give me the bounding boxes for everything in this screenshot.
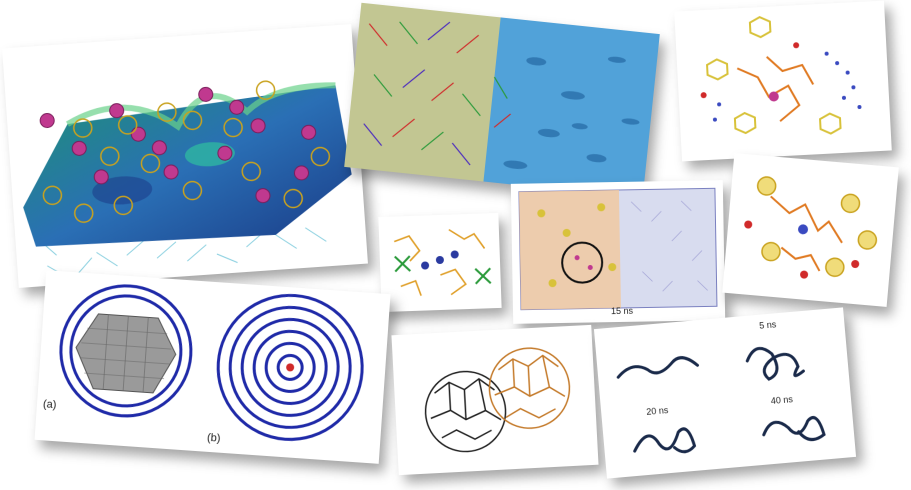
polymer-wrapping-panel: (a) (b) [34, 270, 391, 464]
peptide-cluster-image [674, 0, 892, 162]
ligand-binding-image [378, 212, 502, 313]
wrapping-label-a: (a) [42, 398, 57, 412]
fullerene-fusion-panel [391, 324, 599, 476]
peptide-cluster-panel [674, 0, 892, 162]
membrane-interface-image [344, 2, 660, 199]
chain-folding-image [593, 307, 857, 479]
chain-folding-panel: 5 ns 20 ns 40 ns [593, 307, 857, 479]
peptide-carborane-panel [722, 153, 899, 307]
simulation-box-panel: 15 ns [510, 180, 726, 324]
peptide-carborane-image [722, 153, 899, 307]
folding-time-5ns: 5 ns [758, 319, 777, 331]
wrapping-label-b: (b) [206, 431, 221, 445]
polymer-wrapping-image [34, 270, 391, 464]
fullerene-fusion-image [391, 324, 599, 476]
box-time-label: 15 ns [610, 305, 634, 317]
folding-time-20ns: 20 ns [645, 405, 669, 417]
surface-adsorption-panel [2, 24, 368, 288]
folding-time-40ns: 40 ns [770, 394, 794, 407]
membrane-interface-panel [344, 2, 660, 199]
simulation-box-image [510, 180, 726, 324]
surface-adsorption-image [2, 24, 368, 288]
ligand-binding-panel [378, 212, 502, 313]
